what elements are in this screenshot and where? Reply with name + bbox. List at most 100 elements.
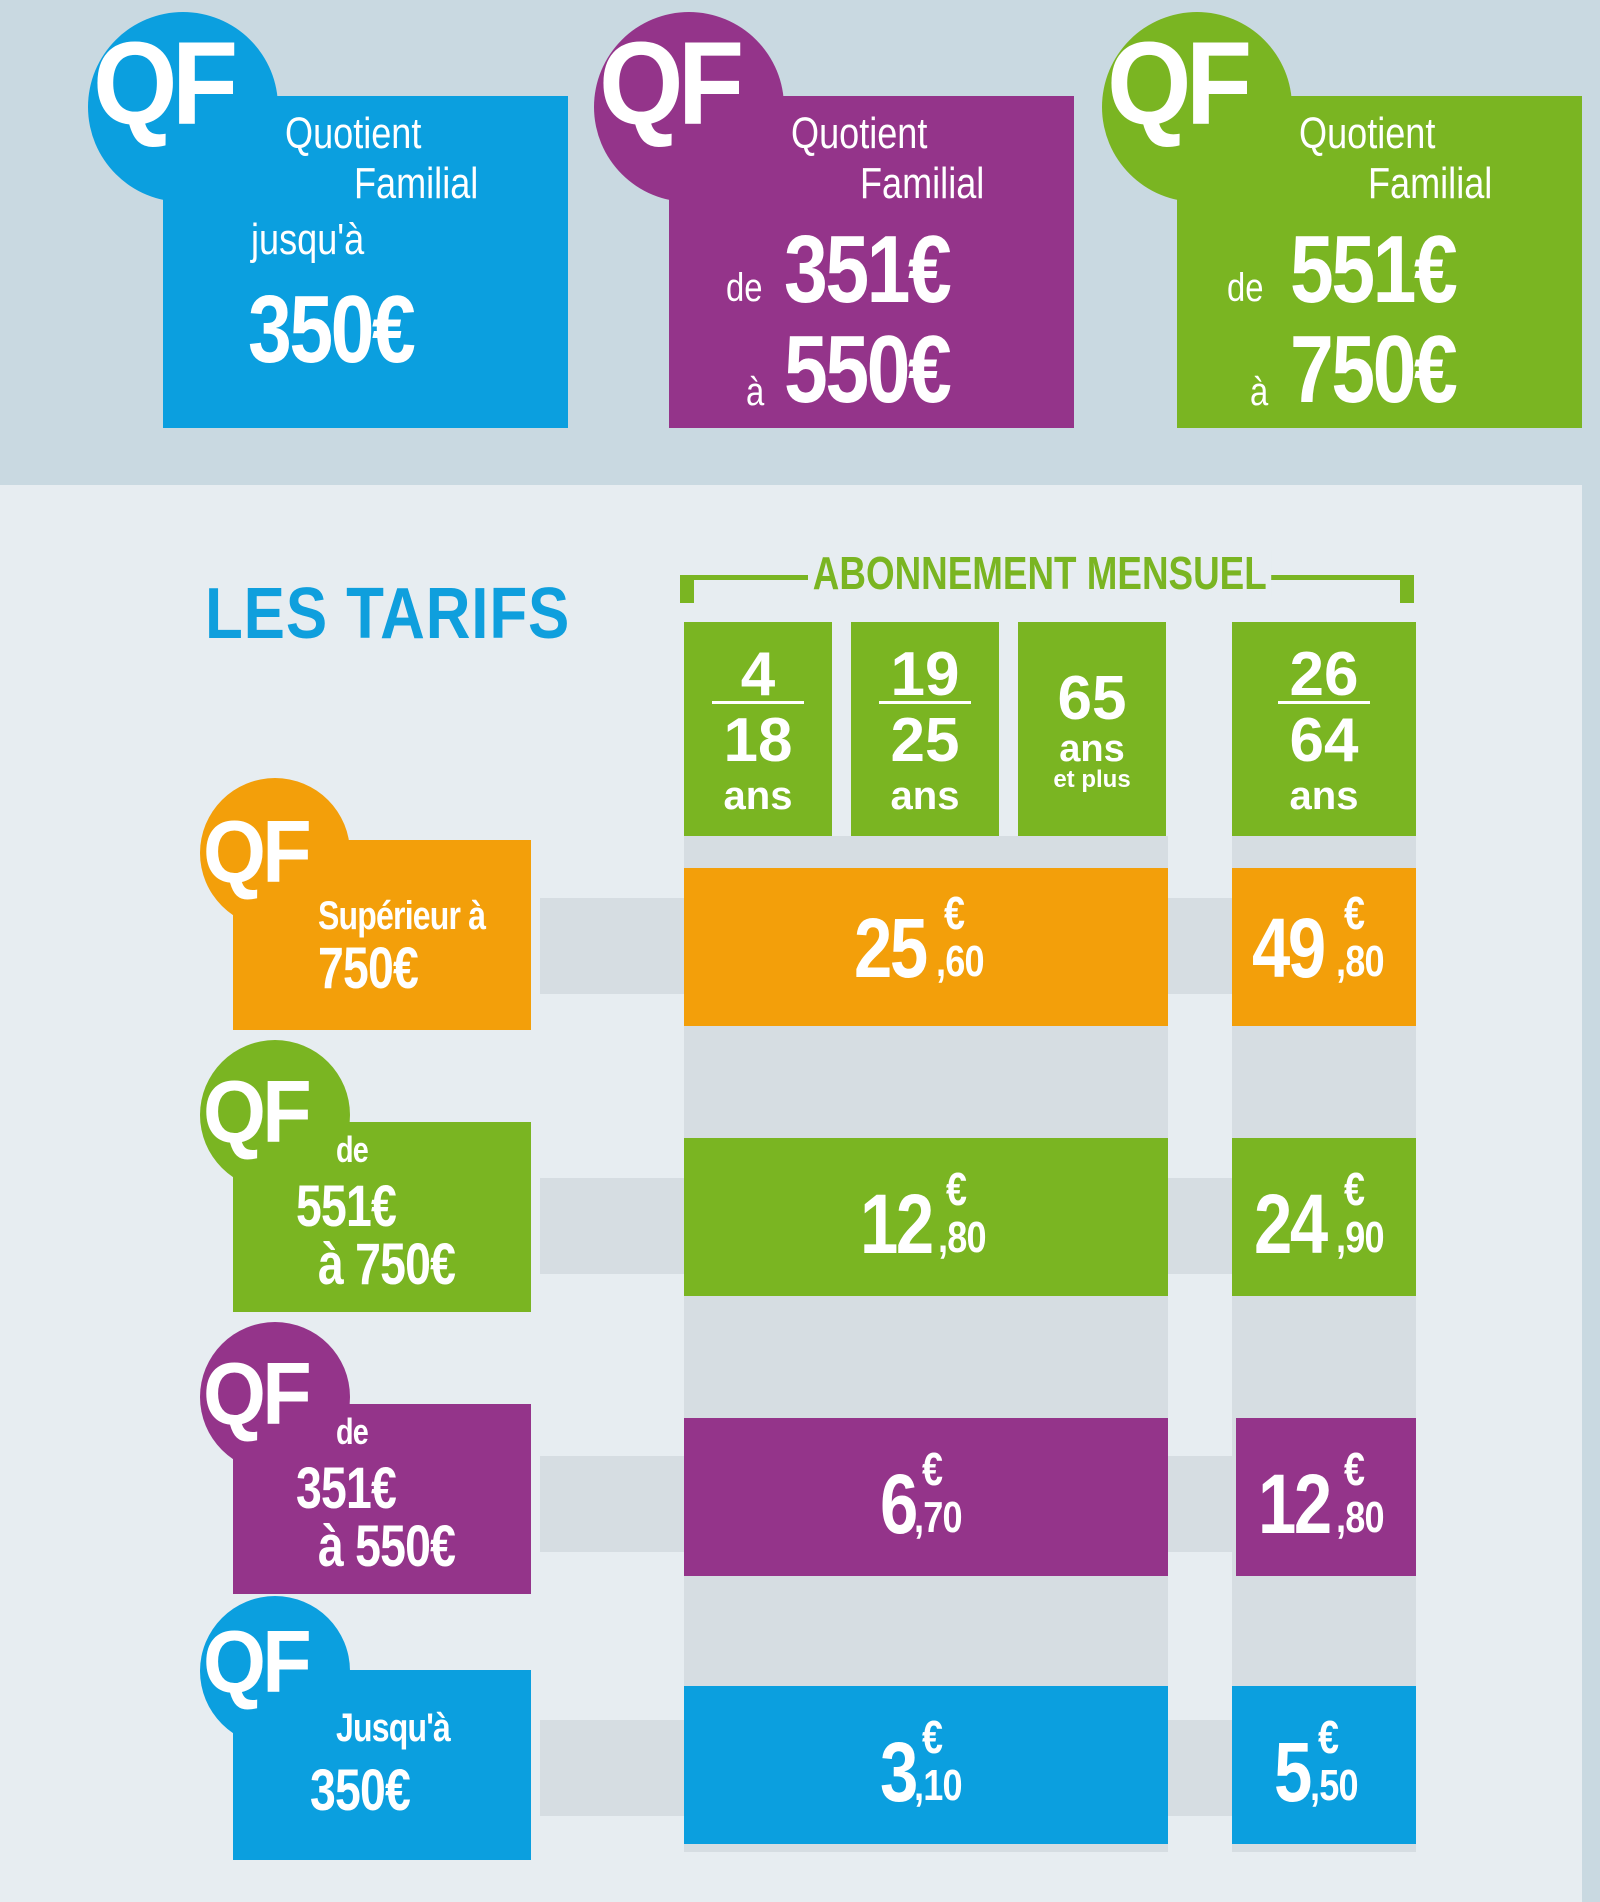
- age-bottom: 18: [723, 706, 793, 775]
- qf-logo: QF: [203, 1612, 312, 1711]
- euro-symbol: €: [1344, 1163, 1365, 1215]
- euro-symbol: €: [922, 1711, 943, 1763]
- quotient-label: Quotient: [285, 109, 422, 158]
- range-from-word: de: [1227, 266, 1264, 310]
- qf-logo: QF: [203, 802, 312, 901]
- range-amount: 350€: [248, 276, 416, 383]
- age-unit: ans: [723, 774, 793, 818]
- price-decimal: ,80: [1336, 937, 1385, 986]
- row-label-orange: QF Supérieur à 750€: [200, 778, 540, 1030]
- price-decimal: ,70: [914, 1493, 963, 1542]
- price-cell-young: 25 € ,60: [684, 868, 1168, 1026]
- qf-box: [233, 1404, 531, 1594]
- page-title: LES TARIFS: [205, 574, 571, 654]
- euro-symbol: €: [1318, 1711, 1339, 1763]
- price-cell-adult: 49 € ,80: [1232, 868, 1416, 1026]
- price-cell-adult: 5 € ,50: [1232, 1686, 1416, 1844]
- age-header-65-plus: 65 ans et plus: [1018, 622, 1166, 836]
- row-line2: à 550€: [318, 1514, 456, 1579]
- row-line0: de: [336, 1129, 369, 1170]
- row-label-purple: QF de 351€ à 550€: [200, 1322, 540, 1594]
- age-header-26-64: 26 64 ans: [1232, 622, 1416, 836]
- age-top: 4: [740, 640, 776, 709]
- price-decimal: ,10: [914, 1761, 963, 1810]
- range-to-word: à: [1250, 370, 1269, 414]
- age-unit: ans: [890, 774, 960, 818]
- euro-symbol: €: [944, 887, 965, 939]
- qf-box: [233, 1122, 531, 1312]
- age-header-4-18: 4 18 ans: [684, 622, 832, 836]
- range-to-amount: 750€: [1290, 316, 1458, 423]
- price-integer: 6: [880, 1457, 918, 1551]
- price-cell-adult: 24 € ,90: [1232, 1138, 1416, 1296]
- qf-logo: QF: [1107, 18, 1252, 150]
- qf-box: [1177, 96, 1582, 428]
- familial-label: Familial: [1368, 159, 1493, 208]
- price-integer: 49: [1252, 901, 1326, 995]
- age-extra: et plus: [1053, 766, 1131, 793]
- age-top: 26: [1289, 640, 1359, 709]
- fraction-line: [879, 701, 971, 704]
- qf-logo: QF: [93, 18, 238, 150]
- row-line1: 551€: [296, 1174, 397, 1239]
- price-cell-adult: 12 € ,80: [1236, 1418, 1416, 1576]
- price-cell-young: 12 € ,80: [684, 1138, 1168, 1296]
- qf-logo: QF: [203, 1062, 312, 1161]
- familial-label: Familial: [354, 159, 479, 208]
- quotient-label: Quotient: [791, 109, 928, 158]
- price-decimal: ,50: [1310, 1761, 1359, 1810]
- fraction-line: [712, 701, 804, 704]
- age-bottom: 25: [890, 706, 960, 775]
- row-line2: 750€: [318, 936, 419, 1001]
- price-cell-young: 3 € ,10: [684, 1686, 1168, 1844]
- euro-symbol: €: [1344, 887, 1365, 939]
- qf-logo: QF: [599, 18, 744, 150]
- qf-box: [163, 96, 568, 428]
- age-header-19-25: 19 25 ans: [851, 622, 999, 836]
- age-top: 65: [1057, 664, 1127, 733]
- quotient-label: Quotient: [1299, 109, 1436, 158]
- euro-symbol: €: [946, 1163, 967, 1215]
- row-label-green: QF de 551€ à 750€: [200, 1040, 540, 1312]
- qf-card-purple: QF Quotient Familial de 351€ à 550€: [594, 0, 1104, 440]
- row-line0: de: [336, 1411, 369, 1452]
- euro-symbol: €: [922, 1443, 943, 1495]
- fraction-line: [1278, 701, 1370, 704]
- qf-card-blue: QF Quotient Familial jusqu'à 350€: [88, 0, 598, 440]
- qf-box: [233, 1670, 531, 1860]
- range-to-word: à: [746, 370, 765, 414]
- age-unit: ans: [1289, 774, 1359, 818]
- row-line2: 350€: [310, 1758, 411, 1823]
- row-line1: 351€: [296, 1456, 397, 1521]
- subscription-label: ABONNEMENT MENSUEL: [808, 550, 1272, 596]
- qf-box: [233, 840, 531, 1030]
- row-line1: Supérieur à: [318, 894, 486, 938]
- price-decimal: ,80: [938, 1213, 987, 1262]
- row-line2: à 750€: [318, 1232, 456, 1297]
- price-decimal: ,60: [936, 937, 985, 986]
- familial-label: Familial: [860, 159, 985, 208]
- age-top: 19: [890, 640, 960, 709]
- qf-box: [669, 96, 1074, 428]
- qf-logo: QF: [203, 1344, 312, 1443]
- bracket-right-end: [1400, 575, 1414, 603]
- price-decimal: ,90: [1336, 1213, 1385, 1262]
- price-integer: 5: [1274, 1725, 1312, 1819]
- qf-card-green: QF Quotient Familial de 551€ à 750€: [1102, 0, 1600, 440]
- price-integer: 12: [860, 1177, 934, 1271]
- bracket-left-end: [680, 575, 694, 603]
- range-from-amount: 551€: [1290, 216, 1458, 323]
- range-prefix: jusqu'à: [251, 215, 365, 264]
- price-integer: 12: [1258, 1457, 1332, 1551]
- age-unit: ans: [1059, 728, 1125, 770]
- price-integer: 25: [854, 901, 928, 995]
- euro-symbol: €: [1344, 1443, 1365, 1495]
- age-bottom: 64: [1289, 706, 1359, 775]
- price-integer: 24: [1254, 1177, 1328, 1271]
- price-cell-young: 6 € ,70: [684, 1418, 1168, 1576]
- row-line1: Jusqu'à: [336, 1706, 451, 1750]
- range-from-word: de: [726, 266, 763, 310]
- row-label-blue: QF Jusqu'à 350€: [200, 1596, 540, 1860]
- price-integer: 3: [880, 1725, 918, 1819]
- range-to-amount: 550€: [784, 316, 952, 423]
